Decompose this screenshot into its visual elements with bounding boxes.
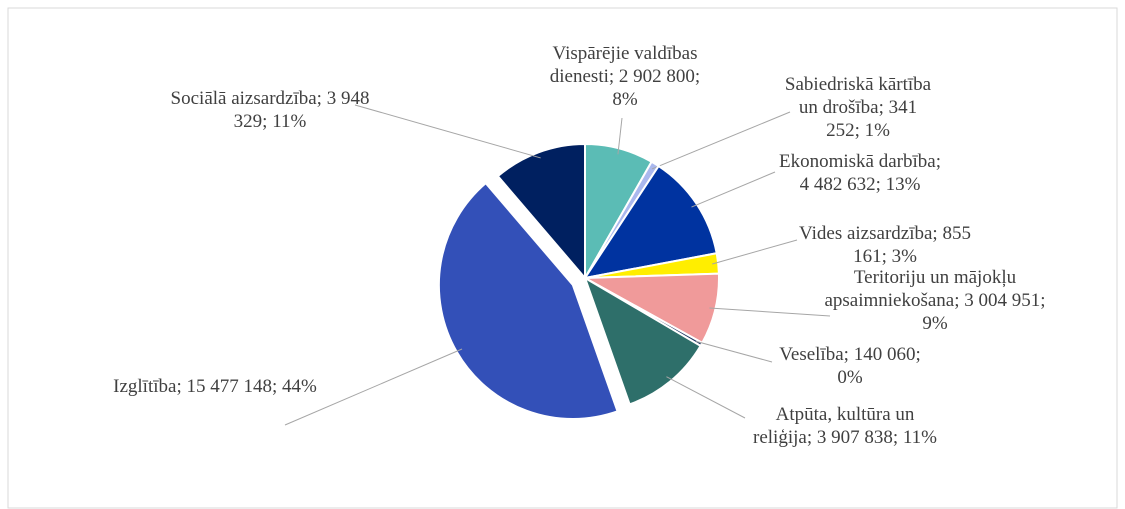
leader-line bbox=[617, 117, 623, 155]
data-label: Sabiedriskā kārtība un drošība; 341 252;… bbox=[783, 73, 933, 142]
category-name: Vides aizsardzība bbox=[799, 223, 933, 244]
percent-label: 11% bbox=[272, 111, 307, 132]
pie-slice bbox=[496, 142, 586, 281]
separator: ; bbox=[316, 88, 327, 109]
data-label: Izglītība; 15 477 148; 44% bbox=[100, 375, 330, 398]
percent-label: 1% bbox=[864, 120, 890, 141]
separator: ; bbox=[843, 344, 854, 365]
leader-line bbox=[712, 239, 798, 265]
value-label: 4 482 632 bbox=[799, 174, 876, 195]
separator: ; bbox=[176, 376, 187, 397]
value-label: 341 252 bbox=[826, 97, 918, 141]
category-name: Ekonomiskā darbība bbox=[779, 151, 936, 172]
value-label: 855 161 bbox=[853, 223, 971, 267]
category-name: Vispārējie valdības dienesti bbox=[549, 43, 698, 87]
separator: ; bbox=[892, 427, 903, 448]
separator: ; bbox=[806, 427, 817, 448]
data-label: Atpūta, kultūra un reliģija; 3 907 838; … bbox=[745, 403, 945, 449]
leader-line bbox=[696, 340, 773, 363]
data-label: Teritoriju un mājokļu apsaimniekošana; 3… bbox=[820, 266, 1050, 335]
percent-label: 8% bbox=[612, 89, 638, 110]
separator: ; bbox=[694, 66, 701, 87]
separator: ; bbox=[935, 151, 941, 172]
data-label: Sociālā aizsardzība; 3 948 329; 11% bbox=[165, 87, 375, 133]
chart-frame bbox=[7, 7, 1118, 509]
separator: ; bbox=[932, 223, 943, 244]
leader-line bbox=[284, 348, 463, 426]
data-label: Vides aizsardzība; 855 161; 3% bbox=[795, 222, 975, 268]
data-label: Ekonomiskā darbība; 4 482 632; 13% bbox=[773, 150, 948, 196]
category-name: Teritoriju un mājokļu apsaimniekošana bbox=[824, 267, 1017, 311]
data-label: Veselība; 140 060; 0% bbox=[770, 343, 930, 389]
category-name: Veselība bbox=[779, 344, 844, 365]
category-name: Izglītība bbox=[113, 376, 177, 397]
pie-slice bbox=[437, 181, 619, 420]
value-label: 3 004 951 bbox=[964, 290, 1041, 311]
category-name: Sociālā aizsardzība bbox=[170, 88, 317, 109]
separator: ; bbox=[608, 66, 619, 87]
separator: ; bbox=[875, 174, 886, 195]
category-name: Sabiedriskā kārtība un drošība bbox=[784, 74, 932, 118]
leader-line bbox=[651, 111, 791, 170]
value-label: 15 477 148 bbox=[186, 376, 272, 397]
separator: ; bbox=[954, 290, 965, 311]
separator: ; bbox=[881, 246, 892, 267]
leader-line bbox=[709, 307, 831, 317]
separator: ; bbox=[878, 97, 889, 118]
separator: ; bbox=[854, 120, 865, 141]
value-label: 140 060 bbox=[853, 344, 916, 365]
percent-label: 9% bbox=[922, 313, 948, 334]
pie-slice bbox=[582, 164, 718, 280]
separator: ; bbox=[915, 344, 921, 365]
percent-label: 11% bbox=[902, 427, 937, 448]
leader-line bbox=[666, 376, 746, 419]
pie-slice bbox=[583, 275, 702, 406]
value-label: 3 948 329 bbox=[233, 88, 370, 132]
percent-label: 3% bbox=[891, 246, 917, 267]
value-label: 2 902 800 bbox=[618, 66, 695, 87]
separator: ; bbox=[262, 111, 273, 132]
separator: ; bbox=[271, 376, 283, 397]
category-name: Atpūta, kultūra un reliģija bbox=[753, 404, 915, 448]
percent-label: 44% bbox=[282, 376, 317, 397]
percent-label: 0% bbox=[837, 367, 863, 388]
leader-line bbox=[691, 171, 776, 208]
value-label: 3 907 838 bbox=[816, 427, 893, 448]
separator: ; bbox=[1040, 290, 1046, 311]
data-label: Vispārējie valdības dienesti; 2 902 800;… bbox=[540, 42, 710, 111]
leader-line bbox=[354, 104, 541, 159]
percent-label: 13% bbox=[885, 174, 921, 195]
